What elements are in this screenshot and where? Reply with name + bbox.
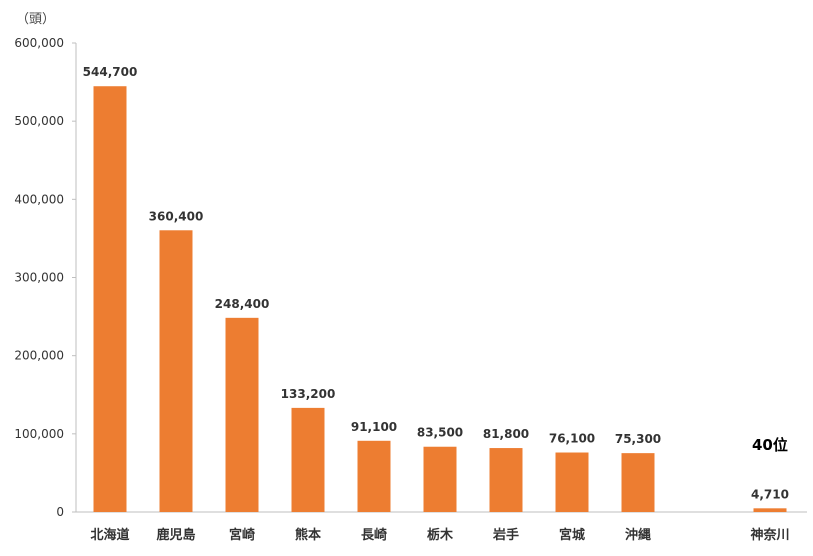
x-axis-labels: 北海道 鹿児島 宮崎 熊本 長崎 栃木 岩手 宮城 沖縄 神奈川 <box>90 527 789 543</box>
category-label: 熊本 <box>295 527 321 543</box>
data-label: 4,710 <box>751 487 789 501</box>
bar <box>159 230 193 512</box>
y-tick-label: 600,000 <box>14 36 64 50</box>
category-label: 岩手 <box>492 527 519 543</box>
category-label: 神奈川 <box>750 527 789 543</box>
bar <box>225 317 259 512</box>
bar <box>423 446 457 512</box>
data-label: 81,800 <box>483 427 529 441</box>
y-tick-label: 500,000 <box>14 114 64 128</box>
bar <box>357 440 391 512</box>
category-label: 北海道 <box>90 527 129 543</box>
data-label: 133,200 <box>281 387 336 401</box>
category-label: 沖縄 <box>625 527 651 543</box>
data-label: 83,500 <box>417 426 463 440</box>
y-tick-label: 300,000 <box>14 271 64 285</box>
bar <box>291 407 325 512</box>
data-label: 91,100 <box>351 420 397 434</box>
category-label: 宮城 <box>559 527 585 543</box>
y-axis: 0 100,000 200,000 300,000 400,000 500,000 600,… <box>14 36 807 519</box>
bar <box>753 508 787 512</box>
data-label: 544,700 <box>83 65 138 79</box>
category-label: 栃木 <box>427 527 454 543</box>
data-labels: 544,700 360,400 248,400 133,200 91,100 83,500… <box>83 65 789 501</box>
data-label: 360,400 <box>149 209 204 223</box>
data-label: 248,400 <box>215 297 270 311</box>
y-tick-label: 200,000 <box>14 349 64 363</box>
category-label: 長崎 <box>361 527 387 543</box>
category-label: 宮崎 <box>229 527 255 543</box>
data-label: 75,300 <box>615 432 661 446</box>
bars <box>93 86 787 512</box>
bar <box>621 453 655 512</box>
category-label: 鹿児島 <box>156 527 195 543</box>
bar <box>489 448 523 512</box>
y-tick-label: 100,000 <box>14 427 64 441</box>
y-tick-label: 400,000 <box>14 192 64 206</box>
data-label: 76,100 <box>549 432 595 446</box>
y-tick-label: 0 <box>56 505 64 519</box>
y-axis-unit-label: （頭） <box>16 12 56 27</box>
bar <box>93 86 127 512</box>
bar <box>555 452 589 512</box>
rank-annotation: 40位 <box>752 436 788 454</box>
